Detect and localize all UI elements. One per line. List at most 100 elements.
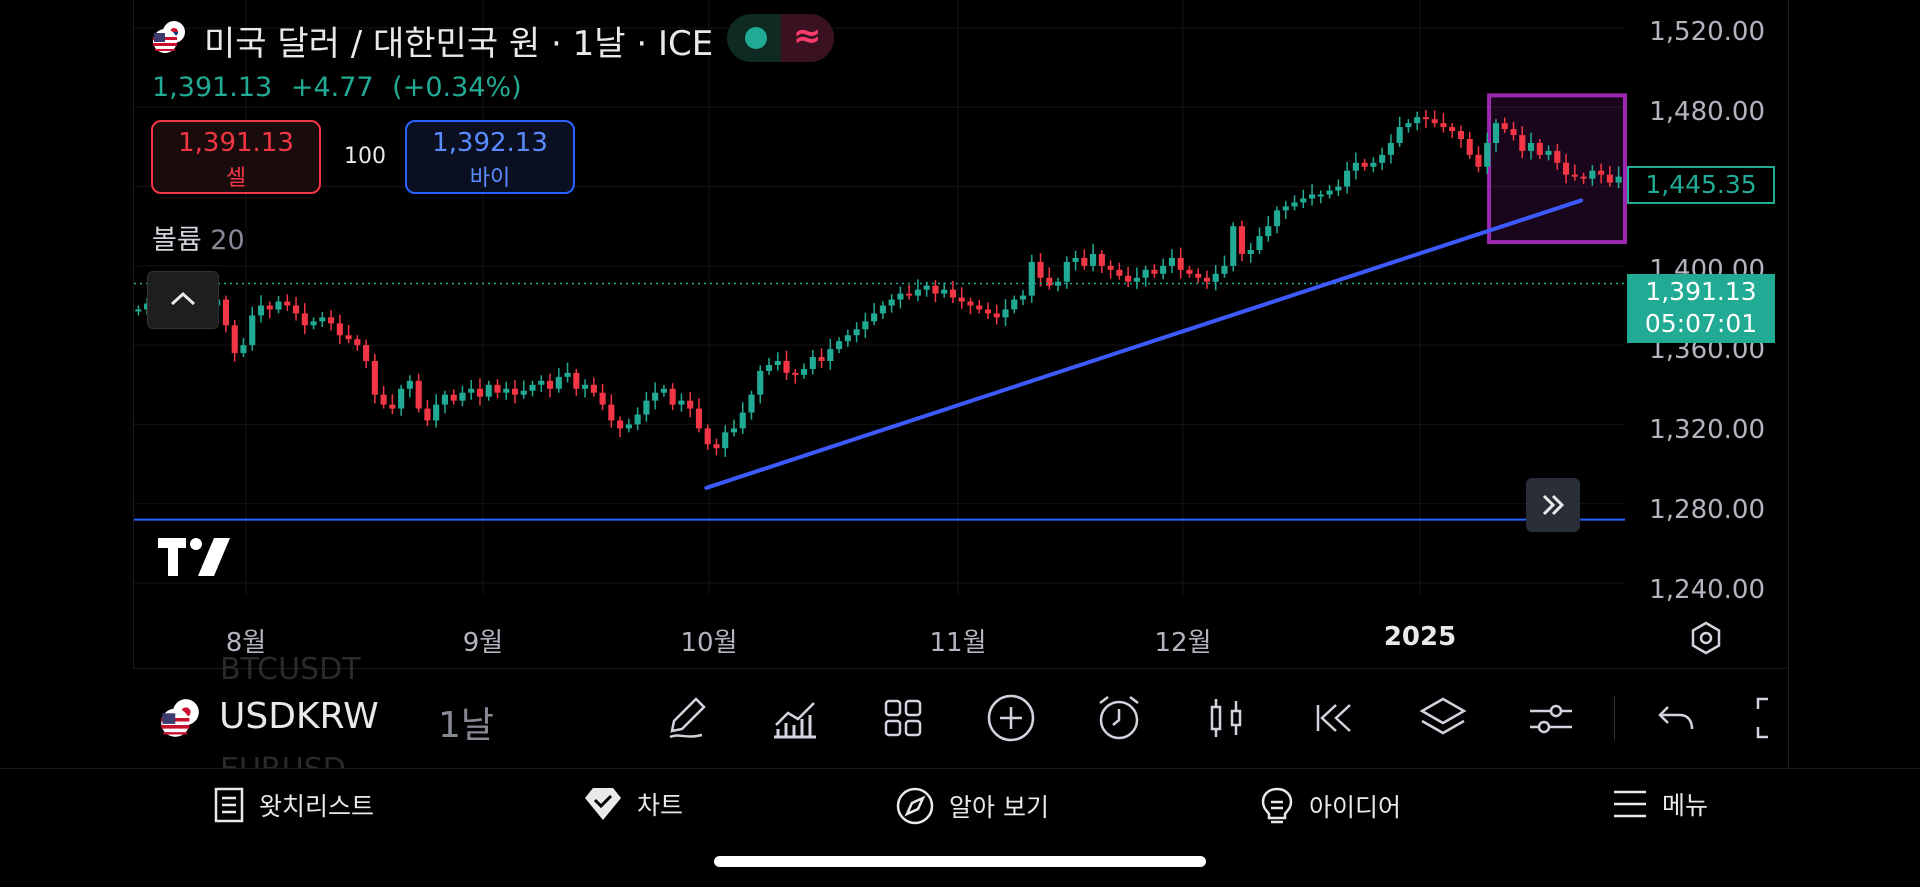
symbol-search-button[interactable]: USDKRW	[219, 696, 379, 737]
nav-label: 알아 보기	[949, 793, 1049, 822]
candle-body	[433, 404, 440, 421]
candle-body	[1606, 174, 1613, 183]
volume-indicator-label[interactable]: 볼륨 20	[152, 218, 245, 257]
fullscreen-icon[interactable]	[1748, 693, 1780, 743]
scroll-to-realtime-button[interactable]	[1526, 478, 1580, 532]
candle-body	[249, 315, 256, 346]
candle-body	[257, 305, 265, 316]
candle-body	[1326, 190, 1333, 195]
candle-body	[949, 289, 957, 298]
candle-body	[836, 341, 843, 350]
candle-body	[1011, 299, 1018, 310]
candle-body	[713, 444, 720, 449]
candle-body	[687, 400, 694, 409]
candle-body	[652, 392, 659, 401]
candle-body	[984, 309, 992, 314]
candle-body	[485, 384, 492, 397]
candle-body	[1492, 123, 1500, 143]
candle-body	[1545, 150, 1552, 155]
nav-watchlist[interactable]: 왓치리스트	[213, 786, 374, 826]
candle-body	[468, 388, 475, 393]
sell-price: 1,391.13	[178, 128, 294, 158]
buy-button[interactable]: 1,392.13 바이	[405, 120, 575, 194]
quantity-value[interactable]: 100	[344, 144, 386, 169]
candle-body	[739, 412, 746, 429]
candle-body	[1414, 117, 1421, 124]
candle-body	[1405, 123, 1412, 128]
templates-icon[interactable]	[878, 693, 928, 743]
candle-body	[608, 404, 615, 421]
candle-body	[730, 428, 738, 433]
candle-body	[695, 408, 703, 429]
draw-icon[interactable]	[662, 693, 712, 743]
candle-body	[284, 301, 291, 306]
chart-type-icon[interactable]	[1202, 693, 1252, 743]
candle-body	[958, 297, 965, 302]
candle-body	[222, 299, 230, 326]
candle-body	[1317, 194, 1324, 197]
candle-body	[590, 384, 597, 393]
candle-body	[1203, 277, 1211, 282]
candle-body	[1168, 257, 1175, 266]
flag-us-kr-icon	[161, 699, 199, 737]
home-indicator[interactable]	[714, 856, 1206, 867]
layers-icon[interactable]	[1418, 693, 1468, 743]
settings-sliders-icon[interactable]	[1526, 693, 1576, 743]
nav-explore[interactable]: 알아 보기	[895, 786, 1049, 826]
symbol-title[interactable]: 미국 달러 / 대한민국 원 · 1날 · ICE	[204, 24, 714, 64]
candle-body	[240, 345, 247, 354]
nav-chart[interactable]: 차트	[583, 786, 683, 826]
alert-icon[interactable]	[1094, 693, 1144, 743]
sell-button[interactable]: 1,391.13 셀	[151, 120, 321, 194]
nav-label: 차트	[637, 791, 684, 820]
drawn-rectangle	[1487, 93, 1628, 245]
bottom-navigation	[0, 768, 1920, 887]
candle-body	[1440, 123, 1447, 128]
candle-body	[906, 293, 913, 296]
watchlist-ghost-item: BTCUSDT	[220, 652, 361, 687]
interval-button[interactable]: 1날	[438, 705, 495, 746]
undo-icon[interactable]	[1652, 693, 1702, 743]
chart-canvas[interactable]	[0, 0, 1920, 668]
price-axis-label: 1,520.00	[1649, 17, 1765, 47]
candle-body	[862, 321, 869, 330]
time-axis-label: 11월	[929, 628, 987, 658]
candle-body	[1142, 269, 1149, 278]
candle-body	[757, 370, 764, 395]
candle-body	[1221, 265, 1228, 274]
candle-body	[914, 289, 921, 296]
candle-body	[1431, 119, 1438, 124]
candle-body	[879, 305, 886, 314]
candle-body	[800, 368, 808, 375]
flag-us-kr-icon	[153, 21, 185, 53]
buy-price: 1,392.13	[432, 128, 548, 158]
candle-body	[1247, 250, 1254, 254]
nav-menu[interactable]: 메뉴	[1612, 786, 1708, 826]
candle-body	[494, 384, 501, 393]
explore-icon	[896, 787, 934, 825]
candle-body	[398, 388, 405, 409]
crosshair-price-tag: 1,445.35	[1627, 166, 1775, 204]
candle-body	[1028, 261, 1035, 296]
market-status-pill[interactable]: ≈	[727, 14, 834, 62]
price-summary: 1,391.13 +4.77 (+0.34%)	[152, 72, 532, 103]
add-icon[interactable]	[986, 693, 1036, 743]
indicators-icon[interactable]	[770, 693, 820, 743]
nav-ideas[interactable]: 아이디어	[1259, 786, 1401, 826]
collapse-legend-button[interactable]	[147, 271, 219, 329]
candle-body	[1107, 265, 1114, 270]
candle-body	[292, 305, 300, 314]
candle-body	[1151, 269, 1158, 274]
candle-body	[319, 317, 326, 322]
replay-icon[interactable]	[1310, 693, 1360, 743]
candle-body	[792, 372, 799, 375]
menu-icon	[1614, 790, 1646, 818]
candle-body	[1387, 142, 1394, 155]
last-price: 1,391.13	[152, 72, 273, 103]
candle-body	[748, 394, 755, 413]
candle-body	[1335, 186, 1342, 191]
chart-settings-gear-icon[interactable]	[1688, 620, 1724, 656]
candle-body	[1379, 154, 1386, 163]
price-axis-label: 1,480.00	[1649, 97, 1765, 127]
candle-body	[1186, 269, 1193, 274]
